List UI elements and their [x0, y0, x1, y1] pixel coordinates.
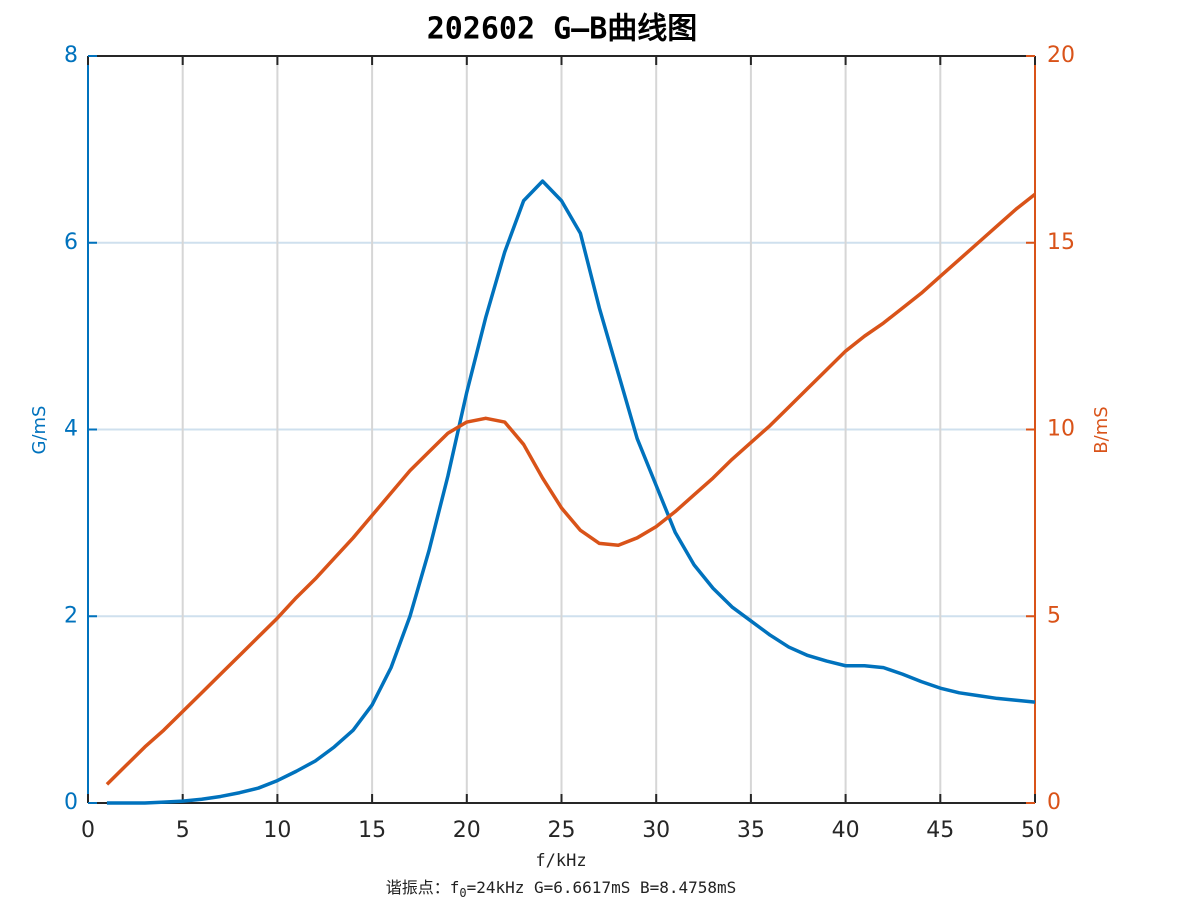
annotation: 谐振点：f0=24kHz G=6.6617mS B=8.4758mS	[386, 878, 737, 900]
y2-tick-label: 10	[1047, 417, 1075, 442]
y-tick-label: 6	[64, 230, 78, 255]
x-tick-label: 20	[453, 818, 481, 843]
x-tick-label: 40	[832, 818, 860, 843]
y2-tick-label: 5	[1047, 603, 1061, 628]
x-tick-label: 45	[926, 818, 954, 843]
y-tick-label: 4	[64, 417, 78, 442]
x-tick-label: 0	[81, 818, 95, 843]
y2-tick-label: 20	[1047, 43, 1075, 68]
y2-axis-label: B/mS	[1091, 406, 1112, 453]
x-tick-label: 30	[642, 818, 670, 843]
x-tick-label: 25	[548, 818, 576, 843]
series-line	[106, 179, 1036, 805]
x-axis-label: f/kHz	[535, 851, 586, 871]
annotation-suffix: =24kHz G=6.6617mS B=8.4758mS	[467, 878, 737, 897]
y-tick-label: 0	[64, 790, 78, 815]
x-tick-label: 15	[358, 818, 386, 843]
y2-tick-label: 0	[1047, 790, 1061, 815]
series-line	[105, 192, 1037, 786]
y-tick-label: 8	[64, 43, 78, 68]
chart-title: 202602 G—B曲线图	[427, 12, 698, 47]
y-axis-label: G/mS	[29, 406, 50, 455]
x-tick-label: 35	[737, 818, 765, 843]
y-tick-label: 2	[64, 603, 78, 628]
annotation-subscript: 0	[459, 886, 466, 900]
annotation-prefix: 谐振点：f	[386, 878, 460, 897]
x-tick-label: 5	[176, 818, 190, 843]
x-tick-label: 50	[1021, 818, 1049, 843]
x-tick-label: 10	[263, 818, 291, 843]
y2-tick-label: 15	[1047, 230, 1075, 255]
